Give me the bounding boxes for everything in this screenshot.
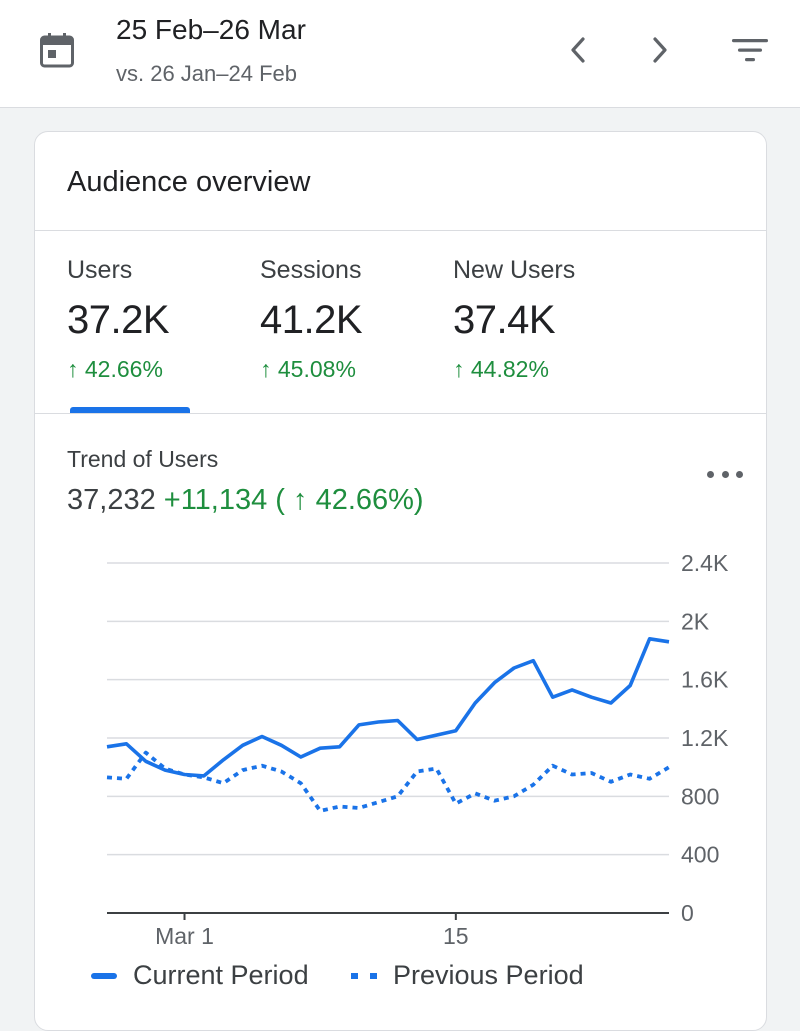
y-tick-label: 800 xyxy=(681,783,719,809)
x-tick-label: 15 xyxy=(443,923,469,949)
legend-label: Previous Period xyxy=(393,960,584,990)
date-range-bar: 25 Feb–26 Mar vs. 26 Jan–24 Feb xyxy=(0,0,800,108)
divider xyxy=(35,230,766,231)
metric-label: New Users xyxy=(453,256,576,284)
y-tick-label: 0 xyxy=(681,900,694,926)
compare-range: vs. 26 Jan–24 Feb xyxy=(116,61,298,86)
users-trend-chart: 0 400 800 1.2K 1.6K 2K 2.4K Mar 1 15 xyxy=(106,550,729,949)
legend-solid-swatch xyxy=(91,972,117,979)
chevron-right-icon[interactable] xyxy=(640,30,680,70)
metric-delta: ↑ 45.08% xyxy=(260,356,356,382)
y-tick-label: 1.2K xyxy=(681,725,729,751)
date-range-title[interactable]: 25 Feb–26 Mar xyxy=(116,14,306,45)
metric-new-users[interactable]: New Users 37.4K ↑ 44.82% xyxy=(453,256,575,383)
legend-current-period[interactable]: Current Period xyxy=(91,960,309,991)
metric-delta: ↑ 42.66% xyxy=(67,356,163,382)
divider xyxy=(35,413,766,414)
y-tick-label: 1.6K xyxy=(681,667,729,693)
chevron-left-icon[interactable] xyxy=(558,30,598,70)
legend-previous-period[interactable]: Previous Period xyxy=(351,960,584,991)
x-tick-label: Mar 1 xyxy=(155,923,214,949)
y-tick-label: 2K xyxy=(681,608,710,634)
legend-label: Current Period xyxy=(133,960,309,990)
metric-sessions[interactable]: Sessions 41.2K ↑ 45.08% xyxy=(260,256,363,383)
filter-icon[interactable] xyxy=(730,30,770,70)
metric-value: 41.2K xyxy=(260,298,363,342)
calendar-icon[interactable] xyxy=(40,32,74,68)
metric-label: Users xyxy=(67,256,133,284)
series-line-current-period xyxy=(106,636,670,778)
metric-delta: ↑ 44.82% xyxy=(453,356,549,382)
trend-summary: 37,232 +11,134 ( ↑ 42.66%) xyxy=(67,484,424,517)
metric-users[interactable]: Users 37.2K ↑ 42.66% xyxy=(67,256,170,383)
card-title: Audience overview xyxy=(67,166,311,198)
metric-value: 37.4K xyxy=(453,298,556,342)
trend-label: Trend of Users xyxy=(67,446,219,472)
metric-value: 37.2K xyxy=(67,298,170,342)
trend-total: 37,232 xyxy=(67,484,156,516)
selected-metric-indicator xyxy=(70,407,190,413)
trend-change: +11,134 ( ↑ 42.66%) xyxy=(163,484,424,516)
legend-dotted-swatch xyxy=(351,972,377,979)
more-options-icon[interactable] xyxy=(705,462,745,486)
audience-overview-card: Audience overview Users 37.2K ↑ 42.66% S… xyxy=(34,131,767,1031)
metric-label: Sessions xyxy=(260,256,362,284)
y-tick-label: 400 xyxy=(681,842,719,868)
series-line-previous-period xyxy=(106,750,670,813)
y-tick-label: 2.4K xyxy=(681,550,729,576)
